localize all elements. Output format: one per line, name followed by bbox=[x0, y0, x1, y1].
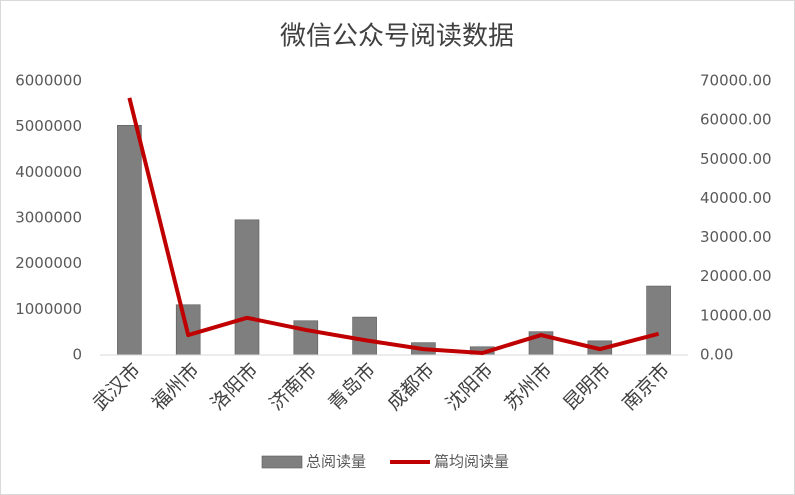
bar bbox=[117, 124, 142, 356]
y2-tick-label: 60000.00 bbox=[700, 111, 772, 129]
chart-title: 微信公众号阅读数据 bbox=[280, 22, 514, 52]
y-tick-label: 3000000 bbox=[15, 209, 82, 227]
y2-tick-label: 20000.00 bbox=[700, 267, 772, 285]
legend-swatch bbox=[261, 455, 303, 469]
legend-label: 总阅读量 bbox=[306, 453, 366, 471]
y-tick-label: 1000000 bbox=[15, 300, 82, 318]
bar bbox=[234, 219, 260, 356]
line bbox=[127, 97, 660, 356]
y-tick-label: 6000000 bbox=[15, 72, 82, 90]
y2-tick-label: 0.00 bbox=[700, 346, 733, 364]
bar bbox=[646, 285, 671, 356]
bar bbox=[293, 320, 319, 356]
y2-tick-label: 10000.00 bbox=[700, 306, 772, 324]
y-tick-label: 2000000 bbox=[15, 254, 82, 272]
y2-tick-label: 50000.00 bbox=[700, 150, 772, 168]
y-tick-label: 4000000 bbox=[15, 163, 82, 181]
y2-tick-label: 70000.00 bbox=[700, 72, 772, 90]
y2-tick-label: 30000.00 bbox=[700, 228, 772, 246]
y-tick-label: 0 bbox=[72, 346, 82, 364]
y-tick-label: 5000000 bbox=[15, 117, 82, 135]
y2-tick-label: 40000.00 bbox=[700, 189, 772, 207]
legend-label: 篇均阅读量 bbox=[434, 453, 509, 471]
bar bbox=[352, 316, 377, 356]
